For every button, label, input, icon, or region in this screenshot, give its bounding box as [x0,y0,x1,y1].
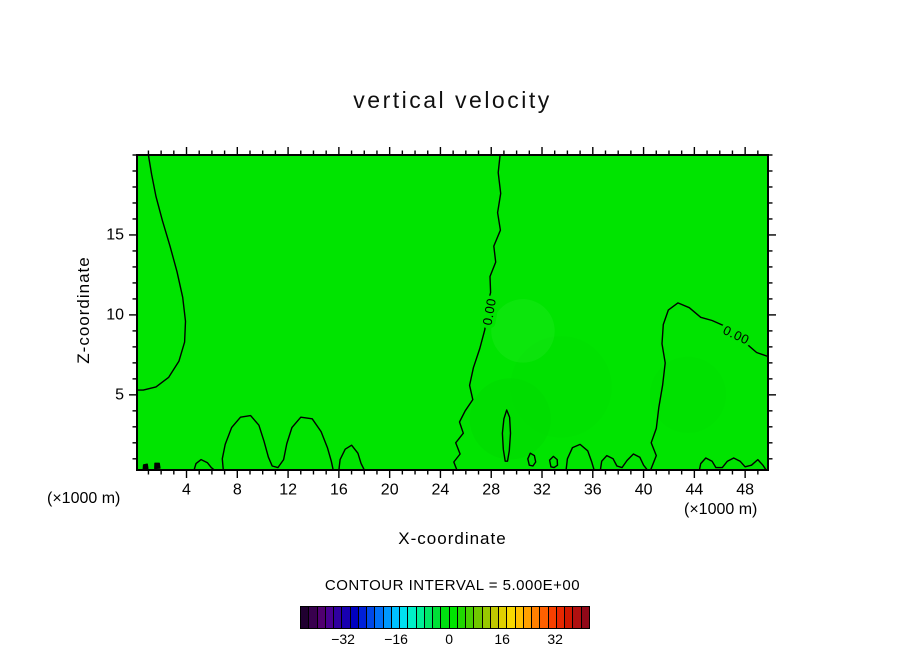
x-tick-label: 16 [330,481,348,498]
colorbar-tick-label: −32 [331,631,355,647]
colorbar-cell [556,607,565,628]
colorbar [300,606,590,629]
x-tick-label: 28 [482,481,500,498]
colorbar-cell [358,607,367,628]
colorbar-cell [350,607,359,628]
contour-line [338,444,365,470]
colorbar-cell [317,607,326,628]
colorbar-cell [449,607,458,628]
colorbar-cell [391,607,400,628]
colorbar-cell [482,607,491,628]
contour-line [142,463,149,470]
colorbar-cell [474,607,483,628]
colorbar-cell [342,607,351,628]
contour-line [527,452,537,467]
contour-line [548,455,559,469]
y-axis-tick-labels: 5 10 15 [106,226,124,403]
colorbar-cell [433,607,442,628]
contour-interval-label: CONTOUR INTERVAL = 5.000E+00 [324,577,581,594]
chart-title: vertical velocity [353,87,552,113]
colorbar-cell [309,607,318,628]
colorbar-cell [457,607,466,628]
colorbar-cell [507,607,516,628]
colorbar-tick-label: 0 [445,631,453,647]
contour-line [599,453,649,470]
x-tick-label: 20 [381,481,399,498]
colorbar-cell [367,607,376,628]
colorbar-cell [499,607,508,628]
colorbar-cell [424,607,433,628]
x-tick-label: 40 [635,481,653,498]
x-tick-label: 4 [182,481,191,498]
contour-line [649,302,768,470]
colorbar-cell [325,607,334,628]
y-axis-unit-label: (×1000 m) [47,490,121,507]
y-tick-label: 15 [106,226,124,243]
colorbar-tick-label: 32 [547,631,563,647]
contour-line [193,458,216,470]
colorbar-tick-label: −16 [384,631,408,647]
x-axis-tick-labels: 4 8 12 16 20 24 28 32 36 40 44 48 [182,481,754,498]
x-tick-label: 48 [736,481,754,498]
colorbar-cell [383,607,392,628]
colorbar-cell [573,607,582,628]
colorbar-cell [515,607,524,628]
y-axis-label: Z-coordinate [74,256,93,364]
y-tick-label: 10 [106,306,124,323]
contour-line [137,155,187,391]
colorbar-cell [408,607,417,628]
x-axis-unit-label: (×1000 m) [684,501,758,518]
colorbar-cell [490,607,499,628]
colorbar-cell [334,607,343,628]
contour-line [453,155,502,470]
x-axis-label: X-coordinate [398,529,507,548]
contour-line [154,462,161,470]
colorbar-cell [565,607,574,628]
colorbar-tick-label: 16 [494,631,510,647]
x-tick-label: 36 [584,481,602,498]
axis-ticks [129,147,776,478]
colorbar-cell [548,607,557,628]
colorbar-cell [375,607,384,628]
contour-line [698,457,767,470]
field-shade-patch [491,299,555,363]
colorbar-cell [301,607,310,628]
x-tick-label: 32 [533,481,551,498]
colorbar-cell [466,607,475,628]
contour-line [501,409,512,462]
colorbar-cell [441,607,450,628]
contour-line [565,443,595,470]
colorbar-cell [400,607,409,628]
x-tick-label: 8 [233,481,242,498]
x-tick-label: 44 [686,481,704,498]
y-tick-label: 5 [115,386,124,403]
colorbar-cell [416,607,425,628]
field-shade-patch [510,336,612,438]
colorbar-cell [532,607,541,628]
contour-line [221,414,334,470]
x-tick-label: 24 [432,481,450,498]
colorbar-cell [523,607,532,628]
colorbar-cell [540,607,549,628]
colorbar-cell [581,607,589,628]
colorbar-tick-labels: −32 −16 0 16 32 [300,631,590,649]
x-tick-label: 12 [279,481,297,498]
field-shade-patch [649,356,727,433]
